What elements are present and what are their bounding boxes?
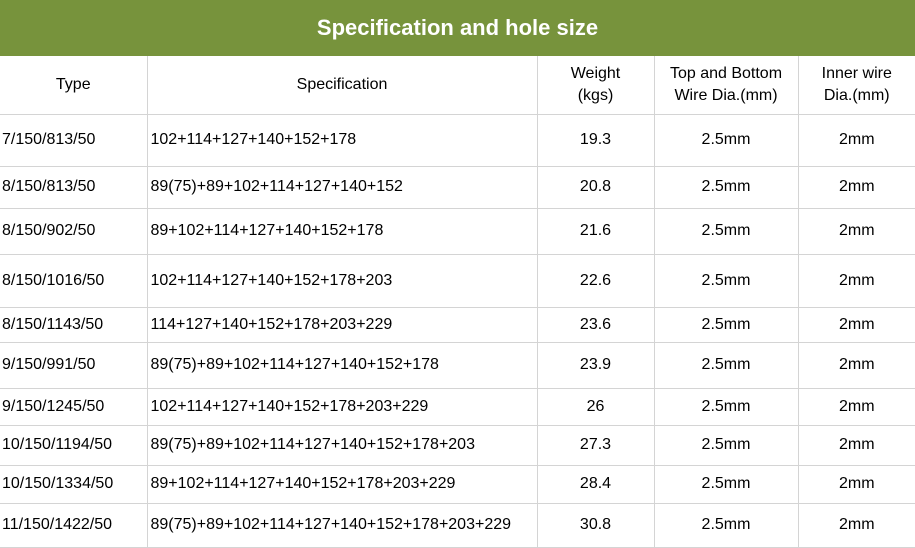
cell-inner-wire: 2mm [797, 307, 915, 343]
cell-inner-wire: 2mm [797, 342, 915, 389]
header-inner-line2: Dia.(mm) [823, 86, 890, 104]
table-title-banner: Specification and hole size [0, 0, 915, 56]
cell-top-bottom-wire: 2.5mm [653, 307, 798, 343]
cell-weight: 27.3 [536, 425, 654, 466]
specification-table: Type Specification Weight (kgs) Top and … [0, 56, 915, 548]
header-type: Type [0, 56, 147, 115]
table-title: Specification and hole size [316, 15, 599, 40]
cell-specification: 102+114+127+140+152+178+203 [146, 254, 537, 308]
table-row: 9/150/1245/50 102+114+127+140+152+178+20… [0, 388, 915, 426]
table-row: 8/150/813/50 89(75)+89+102+114+127+140+1… [0, 166, 915, 209]
header-inner-line1: Inner wire [821, 64, 892, 82]
cell-specification: 89(75)+89+102+114+127+140+152+178 [146, 342, 537, 389]
cell-weight: 23.6 [536, 307, 654, 343]
cell-inner-wire: 2mm [797, 425, 915, 466]
cell-specification: 89+102+114+127+140+152+178+203+229 [146, 465, 537, 504]
cell-type: 8/150/813/50 [0, 166, 147, 209]
cell-specification: 89(75)+89+102+114+127+140+152+178+203+22… [146, 503, 537, 548]
table-row: 11/150/1422/50 89(75)+89+102+114+127+140… [0, 503, 915, 548]
cell-specification: 89(75)+89+102+114+127+140+152 [146, 166, 537, 209]
cell-type: 8/150/1143/50 [0, 307, 147, 343]
cell-top-bottom-wire: 2.5mm [653, 342, 798, 389]
header-weight-line2: (kgs) [577, 86, 614, 104]
cell-top-bottom-wire: 2.5mm [653, 425, 798, 466]
cell-specification: 102+114+127+140+152+178+203+229 [146, 388, 537, 426]
cell-inner-wire: 2mm [797, 166, 915, 209]
cell-inner-wire: 2mm [797, 388, 915, 426]
cell-weight: 28.4 [536, 465, 654, 504]
cell-type: 8/150/902/50 [0, 208, 147, 255]
cell-type: 7/150/813/50 [0, 114, 147, 167]
cell-inner-wire: 2mm [797, 465, 915, 504]
header-inner-wire: Inner wire Dia.(mm) [797, 56, 915, 115]
table-row: 8/150/1016/50 102+114+127+140+152+178+20… [0, 254, 915, 308]
header-top-bottom-wire: Top and Bottom Wire Dia.(mm) [653, 56, 798, 115]
cell-top-bottom-wire: 2.5mm [653, 388, 798, 426]
cell-top-bottom-wire: 2.5mm [653, 465, 798, 504]
cell-type: 9/150/1245/50 [0, 388, 147, 426]
header-row: Type Specification Weight (kgs) Top and … [0, 56, 915, 115]
cell-type: 10/150/1334/50 [0, 465, 147, 504]
header-specification: Specification [146, 56, 537, 115]
cell-inner-wire: 2mm [797, 254, 915, 308]
header-weight: Weight (kgs) [536, 56, 654, 115]
table-row: 8/150/902/50 89+102+114+127+140+152+178 … [0, 208, 915, 255]
cell-weight: 30.8 [536, 503, 654, 548]
cell-specification: 89+102+114+127+140+152+178 [146, 208, 537, 255]
cell-type: 9/150/991/50 [0, 342, 147, 389]
table-row: 10/150/1334/50 89+102+114+127+140+152+17… [0, 465, 915, 504]
table-row: 8/150/1143/50 114+127+140+152+178+203+22… [0, 307, 915, 343]
cell-type: 8/150/1016/50 [0, 254, 147, 308]
cell-top-bottom-wire: 2.5mm [653, 166, 798, 209]
cell-weight: 22.6 [536, 254, 654, 308]
cell-weight: 23.9 [536, 342, 654, 389]
cell-type: 10/150/1194/50 [0, 425, 147, 466]
cell-specification: 102+114+127+140+152+178 [146, 114, 537, 167]
cell-weight: 21.6 [536, 208, 654, 255]
cell-inner-wire: 2mm [797, 503, 915, 548]
header-top-bottom-line2: Wire Dia.(mm) [674, 86, 778, 104]
header-weight-line1: Weight [570, 64, 621, 82]
cell-top-bottom-wire: 2.5mm [653, 114, 798, 167]
cell-type: 11/150/1422/50 [0, 503, 147, 548]
cell-weight: 20.8 [536, 166, 654, 209]
cell-top-bottom-wire: 2.5mm [653, 208, 798, 255]
table-row: 7/150/813/50 102+114+127+140+152+178 19.… [0, 114, 915, 167]
cell-top-bottom-wire: 2.5mm [653, 254, 798, 308]
cell-top-bottom-wire: 2.5mm [653, 503, 798, 548]
table-row: 10/150/1194/50 89(75)+89+102+114+127+140… [0, 425, 915, 466]
cell-inner-wire: 2mm [797, 114, 915, 167]
cell-weight: 26 [536, 388, 654, 426]
cell-weight: 19.3 [536, 114, 654, 167]
cell-specification: 114+127+140+152+178+203+229 [146, 307, 537, 343]
cell-inner-wire: 2mm [797, 208, 915, 255]
table-row: 9/150/991/50 89(75)+89+102+114+127+140+1… [0, 342, 915, 389]
header-top-bottom-line1: Top and Bottom [669, 64, 783, 82]
cell-specification: 89(75)+89+102+114+127+140+152+178+203 [146, 425, 537, 466]
